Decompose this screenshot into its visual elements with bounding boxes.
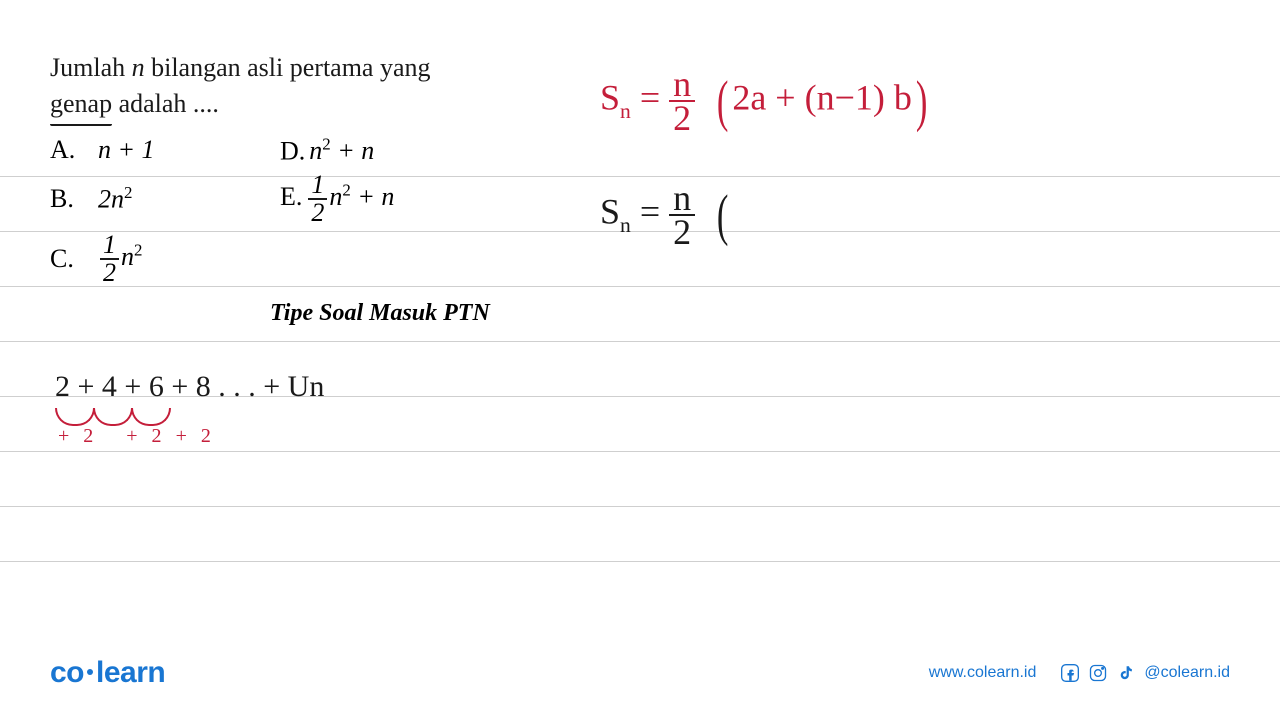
tipe-soal-label: Tipe Soal Masuk PTN: [270, 300, 490, 327]
instagram-icon: [1088, 663, 1108, 683]
option-b-value: 2n2: [98, 183, 132, 215]
difference-labels: +2 +2+2: [58, 425, 225, 448]
tiktok-icon: [1116, 663, 1136, 683]
option-a-value: n + 1: [98, 135, 155, 165]
hand-formula-2: Sn = n 2 (: [600, 182, 732, 249]
footer-handle: @colearn.id: [1144, 664, 1230, 682]
hand-formula-1: Sn = n 2 (2a + (n−1) b): [600, 68, 931, 135]
option-e-value: 12n2 + n: [306, 182, 394, 211]
logo: colearn: [50, 656, 165, 690]
footer-url: www.colearn.id: [929, 664, 1037, 682]
option-c-value: 12n2: [98, 232, 142, 286]
question-line2: genap adalah ....: [50, 86, 219, 122]
option-a-label: A.: [50, 135, 98, 165]
hand-sequence: 2 + 4 + 6 + 8 . . . + Un: [55, 370, 324, 404]
footer: colearn www.colearn.id @colearn.id: [50, 656, 1230, 690]
option-d-value: n2 + n: [309, 136, 374, 165]
footer-right: www.colearn.id @colearn.id: [929, 663, 1230, 683]
facebook-icon: [1060, 663, 1080, 683]
option-c-label: C.: [50, 244, 98, 274]
option-b-label: B.: [50, 184, 98, 214]
social-icons: @colearn.id: [1060, 663, 1230, 683]
underline-mark: [50, 124, 112, 126]
option-e-label: E.: [280, 182, 302, 211]
option-d-label: D.: [280, 136, 305, 165]
